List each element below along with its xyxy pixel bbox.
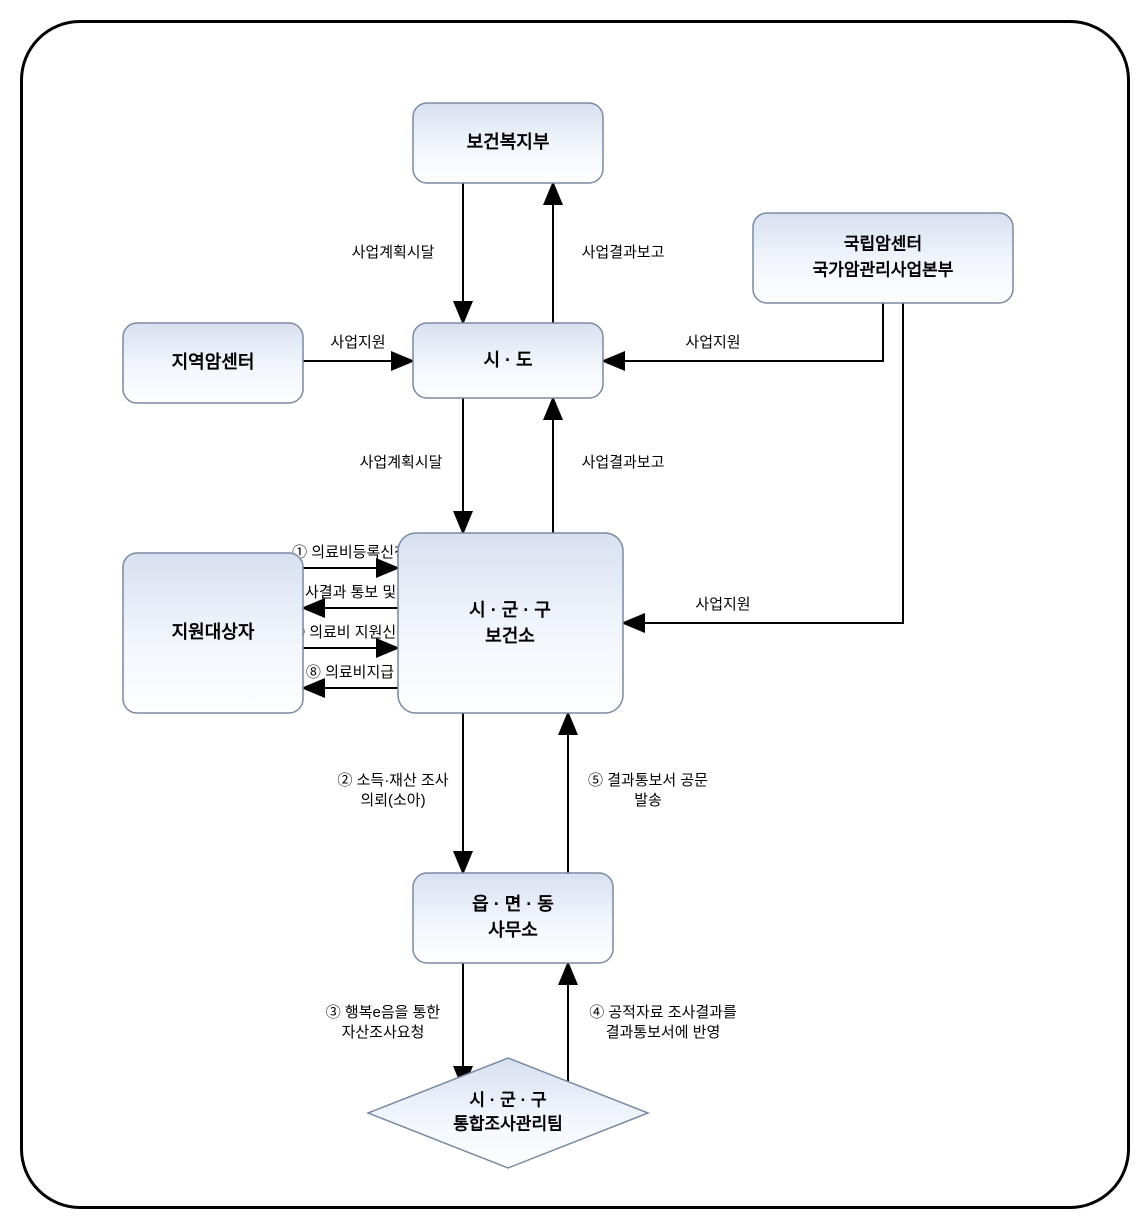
node-ministry-label: 보건복지부 — [467, 132, 550, 152]
edge-label-e12a: ② 소득·재산 조사 — [337, 772, 448, 789]
edge-label-e6: 사업결과보고 — [582, 454, 665, 471]
node-team-label-1: 시 · 군 · 구 — [469, 1090, 546, 1109]
node-team-label-2: 통합조사관리팀 — [453, 1113, 562, 1133]
edge-label-e14b: 자산조사요청 — [342, 1024, 425, 1041]
node-eup-label-2: 사무소 — [488, 920, 538, 940]
diagram-frame: 사업계획시달 사업결과보고 사업지원 사업지원 사업계획시달 사업결과보고 사업… — [20, 20, 1130, 1209]
node-region-center-label: 지역암센터 — [172, 352, 255, 372]
node-hc-label-1: 시 · 군 · 구 — [469, 600, 551, 620]
edge-ncc-to-healthcenter — [623, 303, 903, 623]
node-sido-label: 시 · 도 — [483, 350, 532, 370]
edge-label-e15b: 결과통보서에 반영 — [606, 1024, 721, 1041]
node-ncc-label-2: 국가암관리사업본부 — [813, 260, 954, 279]
edge-label-e10: ⑦ 의료비 지원신청 — [290, 624, 410, 641]
edge-ncc-to-sido — [603, 303, 883, 361]
edge-label-e2: 사업결과보고 — [582, 244, 665, 261]
edge-label-e15a: ④ 공적자료 조사결과를 — [589, 1004, 737, 1021]
node-ncc — [753, 213, 1013, 303]
node-applicant-label: 지원대상자 — [172, 622, 255, 642]
edge-label-e3: 사업지원 — [330, 334, 385, 351]
node-eup — [413, 873, 613, 963]
edge-label-e5: 사업계획시달 — [360, 454, 443, 471]
edge-label-e13b: 발송 — [634, 792, 662, 809]
edge-label-e11: ⑧ 의료비지급 — [306, 664, 394, 681]
edge-label-e4: 사업지원 — [685, 334, 740, 351]
edge-label-e12b: 의뢰(소아) — [360, 792, 425, 809]
node-team-diamond — [368, 1058, 648, 1168]
edge-label-e1: 사업계획시달 — [352, 244, 435, 261]
edge-label-e7: 사업지원 — [695, 596, 750, 613]
node-health-center — [398, 533, 623, 713]
flowchart-svg: 사업계획시달 사업결과보고 사업지원 사업지원 사업계획시달 사업결과보고 사업… — [23, 23, 1127, 1206]
edge-label-e14a: ③ 행복e음을 통한 — [326, 1004, 441, 1021]
edge-label-e8: ① 의료비등록신청 — [292, 544, 408, 561]
node-ncc-label-1: 국립암센터 — [844, 234, 922, 253]
node-eup-label-1: 읍 · 면 · 동 — [472, 894, 554, 914]
edge-label-e13a: ⑤ 결과통보서 공문 — [588, 772, 708, 789]
node-hc-label-2: 보건소 — [485, 626, 535, 646]
